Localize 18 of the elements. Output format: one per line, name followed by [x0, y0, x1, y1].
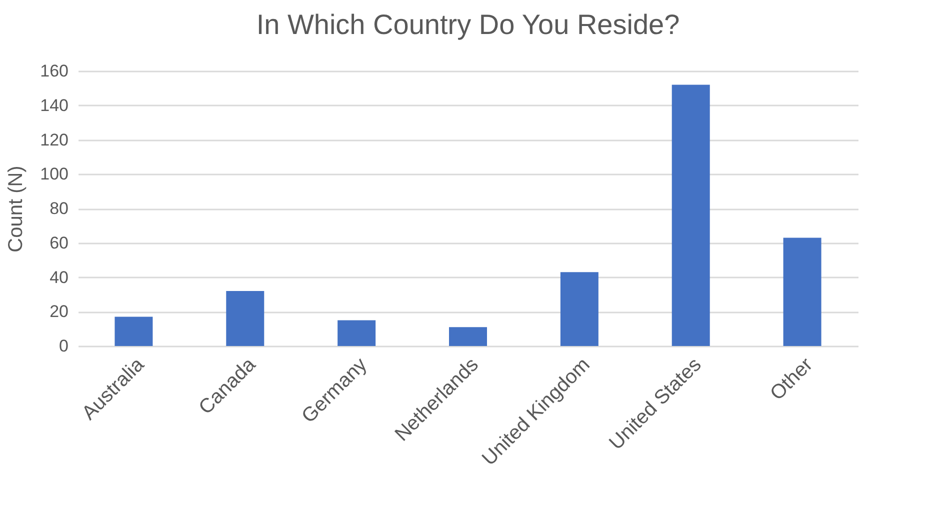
y-tick-label: 140: [40, 96, 68, 115]
bar: [783, 238, 822, 346]
y-tick-label: 20: [50, 302, 68, 322]
bar: [449, 327, 487, 346]
bar: [560, 272, 598, 346]
y-tick-label: 0: [59, 336, 68, 356]
y-tick-label: 40: [50, 268, 68, 287]
chart-title: In Which Country Do You Reside?: [256, 9, 680, 40]
bar: [338, 320, 376, 346]
bar: [226, 291, 264, 346]
bar: [114, 316, 153, 346]
y-tick-label: 120: [40, 130, 68, 150]
y-tick-label: 160: [40, 62, 68, 80]
y-tick-label: 100: [40, 164, 68, 184]
y-axis-title: Count (N): [5, 166, 28, 252]
y-tick-label: 60: [50, 233, 68, 252]
bar: [672, 84, 710, 346]
y-tick-label: 80: [50, 199, 68, 218]
